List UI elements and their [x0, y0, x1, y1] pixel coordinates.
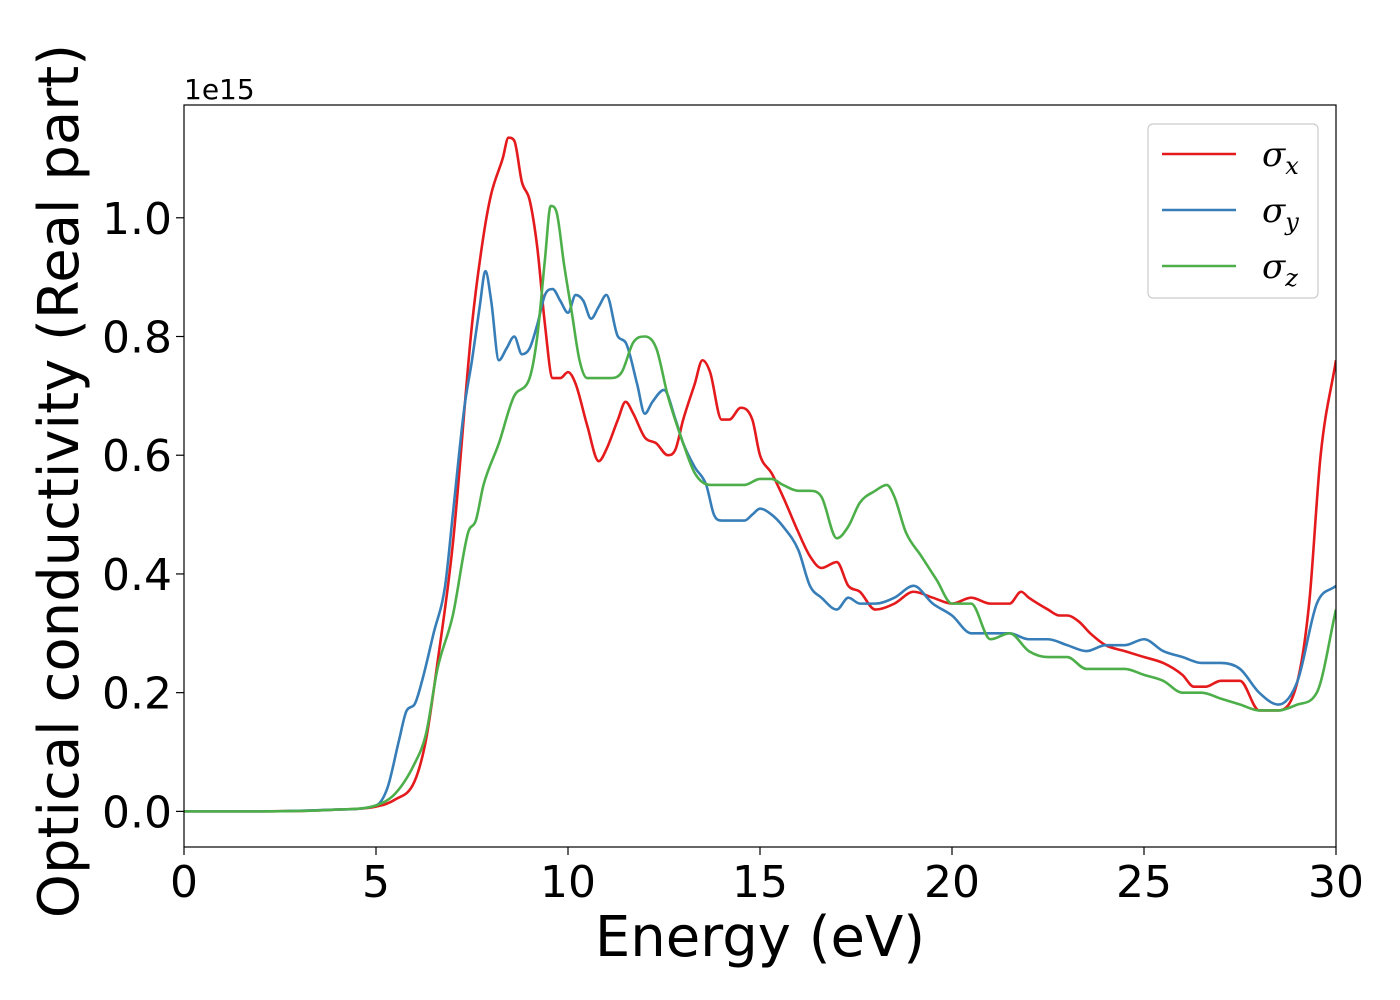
x-axis-title: Energy (eV): [595, 905, 925, 970]
x-tick-label: 5: [362, 857, 390, 908]
x-tick-label: 0: [170, 857, 198, 908]
series-line-z: [184, 204, 1336, 813]
y-axis-title: Optical conductivity (Real part): [27, 44, 92, 918]
series-line-y: [184, 269, 1336, 813]
y-tick-label: 1.0: [102, 194, 172, 245]
y-tick-label: 0.6: [102, 431, 172, 482]
legend-label-x: σx: [1262, 135, 1299, 180]
legend-label-z: σz: [1262, 247, 1298, 292]
x-tick-label: 10: [540, 857, 596, 908]
x-tick-label: 25: [1116, 857, 1172, 908]
x-tick-label: 20: [924, 857, 980, 908]
x-tick-label: 15: [732, 857, 788, 908]
x-axis-ticks: 0 5 10 15 20 25 30: [170, 847, 1364, 908]
y-tick-label: 0.2: [102, 669, 172, 720]
legend: σx σy σz: [1147, 123, 1319, 299]
y-axis-ticks: 0.0 0.2 0.4 0.6 0.8 1.0: [102, 194, 184, 838]
legend-label-y: σy: [1262, 191, 1299, 236]
x-tick-label: 30: [1308, 857, 1364, 908]
series-line-x: [184, 136, 1336, 813]
y-tick-label: 0.0: [102, 787, 172, 838]
y-offset-label: 1e15: [184, 73, 255, 106]
y-tick-label: 0.8: [102, 313, 172, 364]
series-lines: [184, 136, 1336, 813]
y-tick-label: 0.4: [102, 550, 172, 601]
